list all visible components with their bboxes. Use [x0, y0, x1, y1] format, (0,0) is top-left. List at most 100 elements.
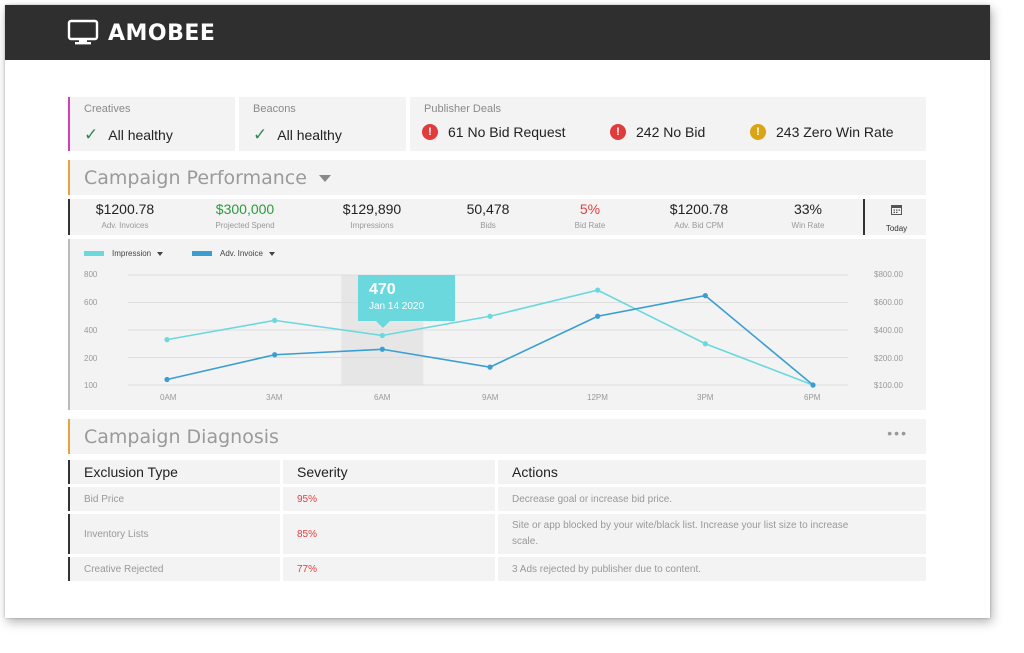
performance-chart: Impression Adv. Invoice 800 600 400 200 … [68, 239, 926, 410]
y-tick: 100 [84, 381, 98, 390]
metric-value: $1200.78 [669, 201, 729, 217]
metric-adv-bid-cpm[interactable]: $1200.78 Adv. Bid CPM [654, 201, 744, 230]
metric-adv-invoices[interactable]: $1200.78 Adv. Invoices [80, 201, 170, 230]
metric-win-rate[interactable]: 33% Win Rate [763, 201, 853, 230]
cell-exclusion-type: Creative Rejected [68, 557, 283, 581]
chevron-down-icon[interactable] [318, 175, 331, 182]
data-point[interactable] [595, 287, 601, 293]
today-date-picker[interactable]: Today [863, 199, 928, 235]
chevron-down-icon [268, 251, 275, 256]
x-tick: 6AM [374, 393, 391, 402]
check-icon: ✓ [84, 125, 99, 144]
cell-severity: 77% [283, 557, 498, 581]
data-point[interactable] [702, 293, 708, 299]
alert-zero-win-rate[interactable]: ! 243 Zero Win Rate [750, 124, 894, 140]
legend-impression[interactable]: Impression [84, 249, 164, 258]
cell-exclusion-type: Bid Price [68, 487, 283, 511]
y-tick: 800 [84, 270, 98, 279]
error-icon: ! [610, 124, 626, 140]
monitor-icon [67, 19, 99, 45]
metric-impressions[interactable]: $129,890 Impressions [327, 201, 417, 230]
tooltip-date: Jan 14 2020 [369, 301, 425, 312]
beacons-status: ✓ All healthy [253, 125, 342, 145]
data-point[interactable] [272, 352, 278, 358]
calendar-icon [891, 205, 902, 215]
alert-no-bid-request[interactable]: ! 61 No Bid Request [422, 124, 566, 140]
x-tick: 3AM [266, 393, 283, 402]
cell-exclusion-type: Inventory Lists [68, 514, 283, 554]
metric-projected-spend[interactable]: $300,000 Projected Spend [200, 201, 290, 230]
metric-label: Adv. Bid CPM [674, 221, 724, 230]
alert-text: 243 Zero Win Rate [776, 124, 894, 140]
data-point[interactable] [379, 332, 385, 339]
beacons-status-card[interactable]: Beacons ✓ All healthy [239, 97, 406, 151]
metric-value: $1200.78 [95, 201, 155, 217]
alert-text: 61 No Bid Request [448, 124, 566, 140]
campaign-performance-header: Campaign Performance [68, 160, 926, 195]
more-options-icon[interactable]: ••• [887, 425, 908, 441]
table-row[interactable]: Creative Rejected 77% 3 Ads rejected by … [68, 557, 926, 581]
y-tick: 400 [84, 326, 98, 335]
cell-action: Site or app blocked by your wite/black l… [498, 514, 926, 554]
diagnosis-table: Exclusion Type Severity Actions Bid Pric… [68, 457, 926, 584]
y2-tick: $400.00 [874, 326, 903, 335]
legend-swatch [84, 251, 104, 256]
metric-bids[interactable]: 50,478 Bids [443, 201, 533, 230]
metric-label: Bid Rate [574, 221, 606, 230]
cell-severity: 95% [283, 487, 498, 511]
alert-text: 242 No Bid [636, 124, 706, 140]
creatives-status-card[interactable]: Creatives ✓ All healthy [68, 97, 235, 151]
data-point[interactable] [379, 346, 385, 352]
data-point[interactable] [810, 382, 816, 388]
series-line-adv-invoice [166, 294, 814, 386]
today-label: Today [885, 224, 908, 233]
table-row[interactable]: Bid Price 95% Decrease goal or increase … [68, 487, 926, 511]
brand-logo[interactable]: AMOBEE [67, 19, 215, 47]
metrics-bar: $1200.78 Adv. Invoices $300,000 Projecte… [68, 199, 926, 235]
column-header-actions[interactable]: Actions [498, 460, 926, 484]
column-header-severity[interactable]: Severity [283, 460, 498, 484]
metric-value: 5% [579, 201, 601, 217]
alert-no-bid[interactable]: ! 242 No Bid [610, 124, 705, 140]
metric-bid-rate[interactable]: 5% Bid Rate [545, 201, 635, 230]
data-point[interactable] [702, 341, 708, 347]
chevron-down-icon [157, 251, 164, 256]
data-point[interactable] [487, 364, 493, 370]
metric-label: Bids [480, 221, 496, 230]
section-title-text: Campaign Performance [84, 167, 307, 189]
data-point[interactable] [164, 337, 170, 343]
tooltip-arrow [376, 321, 390, 328]
legend-adv-invoice[interactable]: Adv. Invoice [192, 249, 275, 258]
brand-name: AMOBEE [108, 20, 216, 46]
tooltip-value: 470 [369, 281, 396, 298]
data-point[interactable] [487, 313, 493, 319]
publisher-deals-title: Publisher Deals [424, 103, 502, 115]
cell-action: Decrease goal or increase bid price. [498, 487, 926, 511]
x-tick: 0AM [160, 393, 177, 402]
campaign-diagnosis-title: Campaign Diagnosis [84, 426, 279, 448]
data-point[interactable] [272, 317, 278, 323]
check-icon: ✓ [253, 125, 268, 144]
data-point[interactable] [595, 313, 601, 319]
y2-tick: $200.00 [874, 354, 903, 363]
campaign-performance-title[interactable]: Campaign Performance [84, 167, 331, 189]
data-point[interactable] [164, 376, 170, 383]
metric-label: Impressions [350, 221, 394, 230]
legend-swatch [192, 251, 212, 256]
x-tick: 3PM [697, 393, 714, 402]
warning-icon: ! [750, 124, 766, 140]
cell-severity: 85% [283, 514, 498, 554]
x-tick: 9AM [482, 393, 499, 402]
table-row[interactable]: Inventory Lists 85% Site or app blocked … [68, 514, 926, 554]
metric-value: $300,000 [215, 201, 275, 217]
metric-value: $129,890 [342, 201, 402, 217]
publisher-deals-card[interactable]: Publisher Deals ! 61 No Bid Request ! 24… [410, 97, 926, 151]
beacons-title: Beacons [253, 103, 296, 115]
y-tick: 600 [84, 298, 98, 307]
table-header-row: Exclusion Type Severity Actions [68, 460, 926, 484]
y-tick: 200 [84, 354, 98, 363]
campaign-diagnosis-header: Campaign Diagnosis ••• [68, 419, 926, 454]
metric-label: Projected Spend [215, 221, 275, 230]
column-header-exclusion-type[interactable]: Exclusion Type [68, 460, 283, 484]
creatives-title: Creatives [84, 103, 131, 115]
